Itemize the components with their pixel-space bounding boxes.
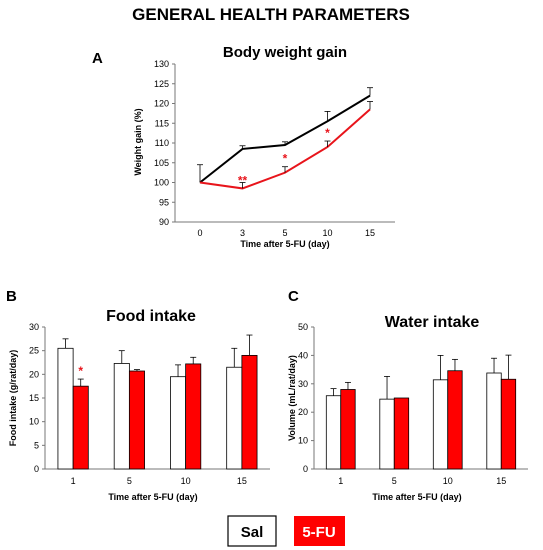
bar-sal xyxy=(113,363,130,470)
y-tick-label: 30 xyxy=(29,322,39,332)
panel-letter-a: A xyxy=(92,50,103,67)
bar-sal xyxy=(432,379,449,470)
bar-5fu xyxy=(393,397,410,470)
y-tick-label: 130 xyxy=(154,59,169,69)
body-weight-chart: Body weight gain Time after 5-FU (day) W… xyxy=(133,44,395,249)
chart-title-body-weight: Body weight gain xyxy=(223,44,347,61)
panel-letter-c: C xyxy=(288,288,299,305)
y-tick-label: 10 xyxy=(29,417,39,427)
x-tick-label: 15 xyxy=(365,228,375,238)
x-tick-label: 5 xyxy=(392,476,397,486)
x-tick-label: 10 xyxy=(181,476,191,486)
bar-5fu xyxy=(500,378,517,470)
y-tick-label: 110 xyxy=(155,138,169,148)
y-tick-label: 40 xyxy=(298,350,308,360)
water-intake-chart: Water intake Time after 5-FU (day) Volum… xyxy=(287,314,528,502)
bar-sal xyxy=(486,372,502,470)
x-tick-label: 1 xyxy=(338,476,343,486)
y-tick-label: 90 xyxy=(159,217,169,227)
y-tick-label: 120 xyxy=(154,99,169,109)
y-tick-label: 20 xyxy=(29,369,39,379)
bar-sal xyxy=(325,395,342,470)
y-tick-label: 115 xyxy=(155,118,169,128)
x-tick-label: 5 xyxy=(282,228,287,238)
legend-label-5fu: 5-FU xyxy=(302,524,335,541)
series-line-5fu xyxy=(199,108,371,190)
y-tick-label: 0 xyxy=(303,464,308,474)
y-tick-label: 0 xyxy=(34,464,39,474)
panel-letter-b: B xyxy=(6,288,17,305)
x-tick-label: 0 xyxy=(197,228,202,238)
bar-sal xyxy=(379,398,395,470)
significance-marker: * xyxy=(283,152,288,166)
bar-5fu xyxy=(128,370,145,470)
y-tick-label: 105 xyxy=(154,158,169,168)
y-axis-title-body-weight: Weight gain (%) xyxy=(133,108,143,175)
significance-marker: * xyxy=(325,126,330,140)
x-tick-label: 3 xyxy=(240,228,245,238)
chart-title-water-intake: Water intake xyxy=(385,314,480,331)
significance-marker: * xyxy=(78,364,83,378)
y-tick-label: 25 xyxy=(29,346,39,356)
y-tick-label: 30 xyxy=(298,379,308,389)
legend-swatch-sal xyxy=(227,515,277,547)
x-tick-label: 10 xyxy=(443,476,453,486)
chart-title-food-intake: Food intake xyxy=(106,308,196,325)
figure-title: GENERAL HEALTH PARAMETERS xyxy=(132,5,410,24)
bar-sal xyxy=(170,376,187,470)
significance-marker: ** xyxy=(238,173,248,187)
y-tick-label: 125 xyxy=(154,79,169,89)
x-tick-label: 15 xyxy=(237,476,247,486)
bar-5fu xyxy=(72,385,89,470)
y-tick-label: 100 xyxy=(154,178,169,188)
y-tick-label: 15 xyxy=(29,393,39,403)
legend-swatch-5fu xyxy=(294,516,345,546)
y-tick-label: 95 xyxy=(159,197,169,207)
x-tick-label: 10 xyxy=(322,228,332,238)
x-tick-label: 1 xyxy=(71,476,76,486)
x-axis-title-food-intake: Time after 5-FU (day) xyxy=(108,492,197,502)
legend: Sal 5-FU xyxy=(227,515,345,547)
bar-5fu xyxy=(185,363,202,470)
bar-5fu xyxy=(241,354,258,470)
bar-sal xyxy=(57,347,74,470)
legend-label-sal: Sal xyxy=(241,524,264,541)
bar-5fu xyxy=(340,389,356,470)
y-tick-label: 50 xyxy=(298,322,308,332)
food-intake-chart: Food intake Time after 5-FU (day) Food i… xyxy=(8,308,270,502)
y-tick-label: 20 xyxy=(298,407,308,417)
bar-sal xyxy=(226,366,243,470)
x-axis-title-water-intake: Time after 5-FU (day) xyxy=(372,492,461,502)
y-axis-title-water-intake: Volume (mL/rat/day) xyxy=(287,355,297,441)
bar-5fu xyxy=(447,370,463,470)
x-axis-title-body-weight: Time after 5-FU (day) xyxy=(240,239,329,249)
x-tick-label: 15 xyxy=(496,476,506,486)
y-tick-label: 10 xyxy=(298,436,308,446)
y-axis-title-food-intake: Food intake (g/rat/day) xyxy=(8,350,18,447)
x-tick-label: 5 xyxy=(127,476,132,486)
y-tick-label: 5 xyxy=(34,440,39,450)
